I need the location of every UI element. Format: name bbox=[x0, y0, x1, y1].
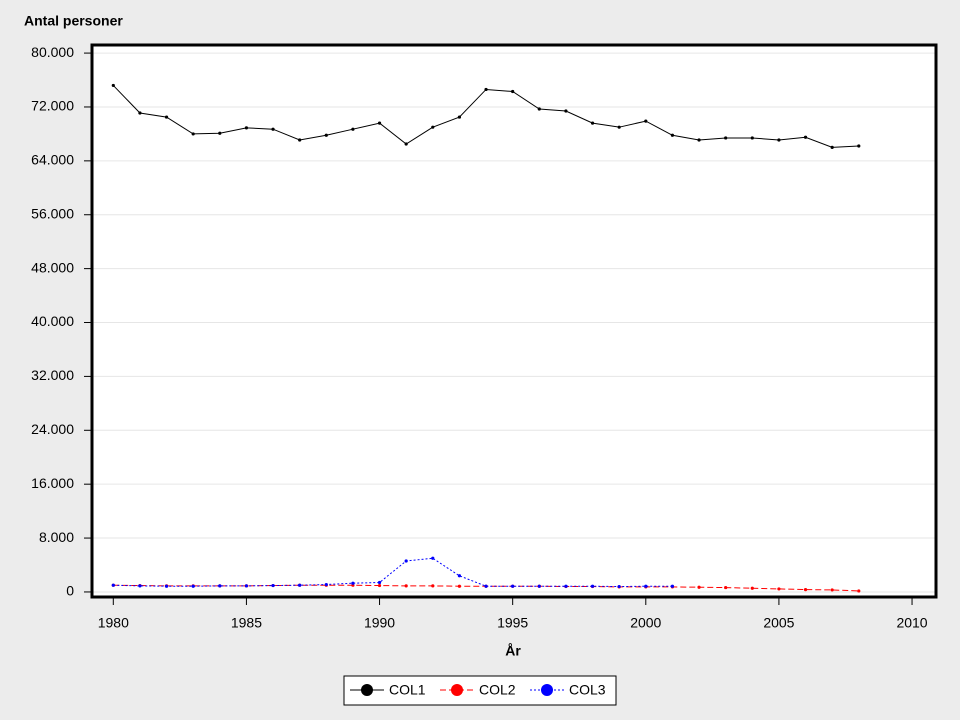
data-point bbox=[457, 584, 462, 588]
data-point bbox=[351, 127, 355, 131]
plot-frame bbox=[90, 43, 938, 599]
data-point bbox=[271, 127, 275, 131]
data-point bbox=[644, 119, 648, 123]
plot-area bbox=[92, 45, 936, 597]
data-point bbox=[324, 582, 328, 587]
data-point bbox=[431, 125, 435, 129]
data-point bbox=[617, 584, 621, 589]
data-point bbox=[750, 136, 754, 140]
data-point bbox=[457, 115, 462, 119]
y-tick-label: 32.000 bbox=[31, 367, 74, 383]
data-point bbox=[484, 584, 488, 588]
data-point bbox=[218, 584, 222, 588]
data-point bbox=[164, 115, 169, 119]
data-point bbox=[590, 121, 595, 125]
data-point bbox=[750, 586, 754, 590]
data-point bbox=[191, 584, 195, 588]
data-point bbox=[617, 125, 621, 129]
data-point bbox=[111, 83, 115, 88]
series-line bbox=[113, 557, 673, 588]
x-axis-title: År bbox=[505, 643, 521, 659]
x-tick-label: 2000 bbox=[630, 615, 661, 631]
data-point bbox=[803, 135, 808, 139]
y-axis-title: Antal personer bbox=[24, 13, 123, 29]
data-point bbox=[590, 584, 595, 588]
data-point bbox=[777, 587, 781, 591]
data-point bbox=[830, 145, 834, 149]
data-point bbox=[138, 111, 142, 115]
marks bbox=[111, 83, 861, 593]
y-tick-label: 16.000 bbox=[31, 475, 74, 491]
x-tick-label: 2010 bbox=[896, 615, 927, 631]
data-point bbox=[377, 583, 382, 588]
data-point bbox=[564, 584, 568, 588]
x-tick-label: 1980 bbox=[98, 615, 129, 631]
data-point bbox=[537, 107, 541, 111]
legend-label: COL2 bbox=[479, 682, 516, 698]
data-point bbox=[298, 583, 302, 587]
data-point bbox=[484, 87, 488, 92]
data-point bbox=[164, 584, 169, 588]
y-tick-label: 64.000 bbox=[31, 152, 74, 168]
y-tick-label: 8.000 bbox=[39, 529, 74, 545]
data-point bbox=[857, 144, 861, 148]
data-point bbox=[511, 89, 515, 94]
y-tick-label: 0 bbox=[66, 583, 74, 599]
y-tick-label: 72.000 bbox=[31, 98, 74, 114]
data-point bbox=[670, 584, 675, 588]
data-point bbox=[351, 581, 355, 585]
data-point bbox=[457, 574, 462, 578]
data-point bbox=[670, 133, 675, 137]
data-point bbox=[298, 138, 302, 142]
data-point bbox=[777, 138, 781, 142]
y-tick-label: 40.000 bbox=[31, 313, 74, 329]
legend: COL1 COL2 COL3 bbox=[350, 682, 606, 698]
data-point bbox=[404, 142, 408, 146]
data-point bbox=[724, 136, 728, 140]
y-tick-label: 48.000 bbox=[31, 259, 74, 275]
legend-label: COL1 bbox=[389, 682, 426, 698]
data-point bbox=[404, 584, 408, 588]
x-tick-label: 1990 bbox=[364, 615, 395, 631]
legend-label: COL3 bbox=[569, 682, 606, 698]
y-tick-label: 24.000 bbox=[31, 421, 74, 437]
legend-symbol bbox=[451, 684, 463, 696]
data-point bbox=[271, 583, 275, 588]
data-point bbox=[138, 584, 142, 588]
data-point bbox=[511, 584, 515, 588]
data-point bbox=[830, 588, 834, 592]
data-point bbox=[218, 131, 222, 135]
data-point bbox=[724, 585, 728, 590]
data-point bbox=[644, 584, 648, 588]
data-point bbox=[111, 583, 115, 587]
data-point bbox=[697, 138, 701, 142]
grid bbox=[92, 52, 936, 593]
y-tick-label: 80.000 bbox=[31, 44, 74, 60]
data-point bbox=[857, 589, 861, 593]
data-point bbox=[191, 132, 195, 136]
data-point bbox=[431, 584, 435, 588]
legend-symbol bbox=[541, 684, 553, 696]
data-point bbox=[404, 559, 408, 563]
data-point bbox=[431, 556, 435, 560]
x-tick-label: 2005 bbox=[763, 615, 794, 631]
data-point bbox=[537, 584, 541, 588]
data-point bbox=[697, 585, 701, 589]
x-tick-label: 1995 bbox=[497, 615, 528, 631]
legend-symbol bbox=[361, 684, 373, 696]
data-point bbox=[803, 587, 808, 592]
data-point bbox=[324, 133, 328, 137]
data-point bbox=[244, 126, 249, 130]
data-point bbox=[377, 121, 382, 125]
x-tick-label: 1985 bbox=[231, 615, 262, 631]
legend-box bbox=[343, 675, 617, 706]
data-point bbox=[564, 109, 568, 113]
data-point bbox=[244, 584, 249, 588]
data-point bbox=[377, 580, 382, 585]
y-tick-label: 56.000 bbox=[31, 205, 74, 221]
